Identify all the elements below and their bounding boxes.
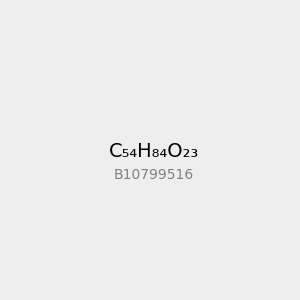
Text: B10799516: B10799516: [114, 168, 194, 182]
Text: C₅₄H₈₄O₂₃: C₅₄H₈₄O₂₃: [109, 142, 199, 161]
